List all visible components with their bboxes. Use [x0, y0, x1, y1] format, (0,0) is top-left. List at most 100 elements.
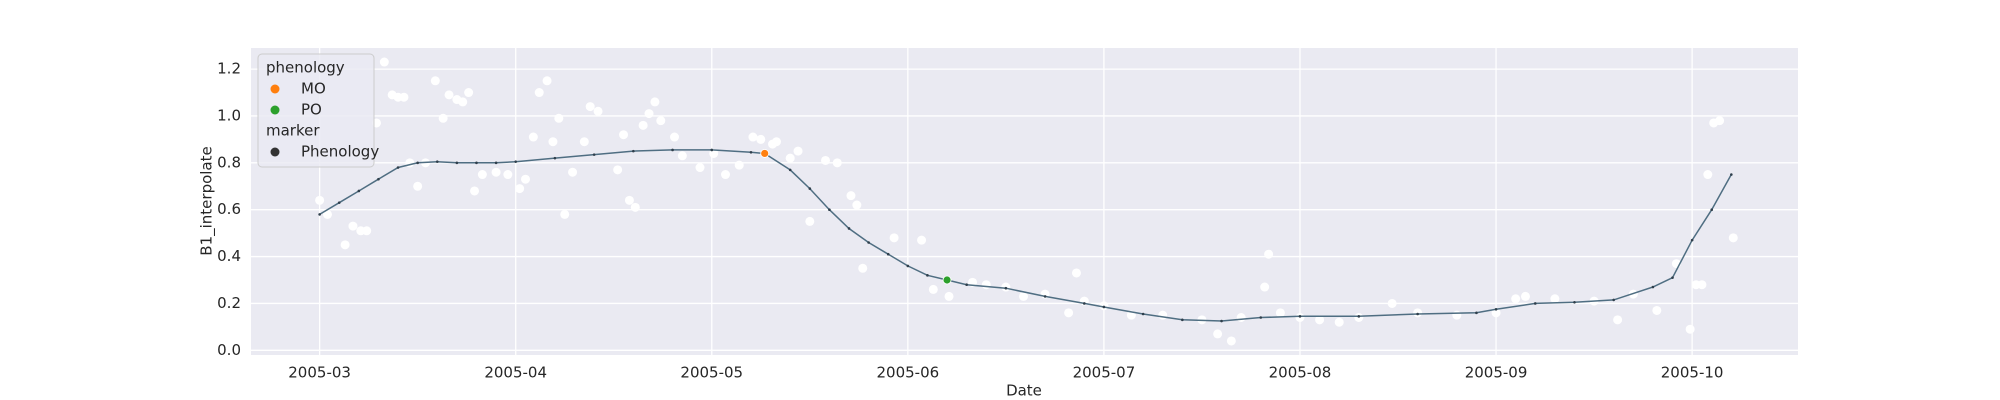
raw-point [477, 170, 487, 180]
line-vertex [1671, 276, 1674, 279]
line-vertex [1004, 286, 1008, 290]
raw-point [458, 97, 468, 107]
raw-point [1264, 249, 1274, 259]
line-vertex [1083, 302, 1086, 305]
raw-point [1491, 308, 1501, 318]
line-vertex [1651, 285, 1655, 289]
raw-point [579, 137, 589, 147]
line-vertex [1416, 312, 1419, 316]
line-vertex [1612, 298, 1615, 302]
line-vertex [514, 160, 517, 163]
phenology-point [760, 149, 770, 158]
line-vertex [749, 150, 753, 154]
raw-point [748, 132, 758, 142]
marks [315, 57, 1738, 346]
line-vertex [357, 189, 361, 193]
raw-point [1387, 298, 1397, 308]
raw-point [1236, 313, 1246, 323]
line-vertex [671, 148, 674, 152]
raw-point [399, 92, 409, 102]
raw-point [491, 167, 501, 177]
raw-point [928, 284, 938, 294]
line-vertex [475, 161, 478, 165]
raw-point [944, 291, 954, 301]
x-tick-label: 2005-06 [876, 364, 939, 382]
legend-label: PO [301, 101, 322, 119]
raw-point [1019, 291, 1029, 301]
raw-point [593, 106, 603, 116]
raw-point [430, 76, 440, 86]
phenology-point [942, 275, 952, 285]
line-vertex [396, 166, 400, 169]
raw-point [560, 209, 570, 219]
x-tick-label: 2005-10 [1661, 364, 1724, 382]
line-vertex [847, 227, 851, 230]
raw-point [348, 221, 358, 231]
x-tick-label: 2005-04 [484, 364, 547, 382]
x-tick-label: 2005-05 [680, 364, 743, 382]
legend-marker [270, 84, 280, 94]
x-tick-label: 2005-07 [1073, 364, 1136, 382]
raw-point [677, 151, 687, 161]
line-vertex [1533, 302, 1537, 305]
raw-point [542, 76, 552, 86]
raw-point [1158, 310, 1168, 320]
line-vertex [867, 241, 870, 244]
grid: 0.0 0.2 0.4 0.6 0.8 1.0 1.2 2005-03 2005-04 2005-… [217, 48, 1798, 382]
legend-marker [270, 147, 280, 157]
raw-point [1715, 116, 1725, 126]
line-vertex [1298, 315, 1302, 318]
legend-title: marker [266, 122, 320, 140]
raw-point [1703, 170, 1713, 180]
legend: phenology MO PO marker Phenology [257, 53, 379, 168]
raw-point [548, 137, 558, 147]
x-tick-label: 2005-03 [288, 364, 351, 382]
line-vertex [494, 161, 498, 165]
line-vertex [1690, 238, 1694, 242]
y-axis-label: B1_interpolate [198, 146, 217, 255]
raw-point [1728, 233, 1738, 243]
y-tick-label: 0.0 [217, 341, 241, 359]
line-vertex [906, 264, 910, 268]
raw-point [1520, 291, 1530, 301]
raw-point [438, 113, 448, 123]
raw-point [1064, 308, 1074, 318]
line-vertex [1475, 311, 1478, 315]
raw-point [322, 209, 332, 219]
line-vertex [1102, 305, 1106, 309]
raw-point [362, 226, 372, 236]
raw-point [1260, 282, 1270, 292]
raw-point [315, 195, 325, 205]
raw-point [444, 90, 454, 100]
raw-point [650, 97, 660, 107]
line-vertex [416, 161, 419, 165]
raw-point [413, 181, 423, 191]
raw-point [1511, 294, 1521, 304]
raw-point [785, 153, 795, 163]
line-vertex [1141, 312, 1145, 316]
line-vertex [808, 187, 812, 190]
raw-point [793, 146, 803, 156]
y-tick-label: 0.2 [217, 294, 241, 312]
line-vertex [1357, 315, 1361, 318]
legend-marker [270, 105, 280, 115]
line-vertex [455, 161, 459, 165]
raw-point [734, 160, 744, 170]
line-vertex [828, 208, 831, 212]
line-vertex [592, 153, 596, 156]
raw-point [554, 113, 564, 123]
line-vertex [1220, 319, 1223, 323]
raw-point [1275, 308, 1285, 318]
line-vertex [886, 252, 890, 256]
raw-point [820, 155, 830, 165]
legend-label: MO [301, 80, 326, 98]
raw-point [470, 186, 480, 196]
x-tick-label: 2005-09 [1465, 364, 1528, 382]
raw-point [771, 137, 781, 147]
plot-background [251, 48, 1798, 355]
raw-point [1071, 268, 1081, 278]
line-vertex [1494, 308, 1498, 311]
raw-point [889, 233, 899, 243]
raw-point [846, 191, 856, 201]
